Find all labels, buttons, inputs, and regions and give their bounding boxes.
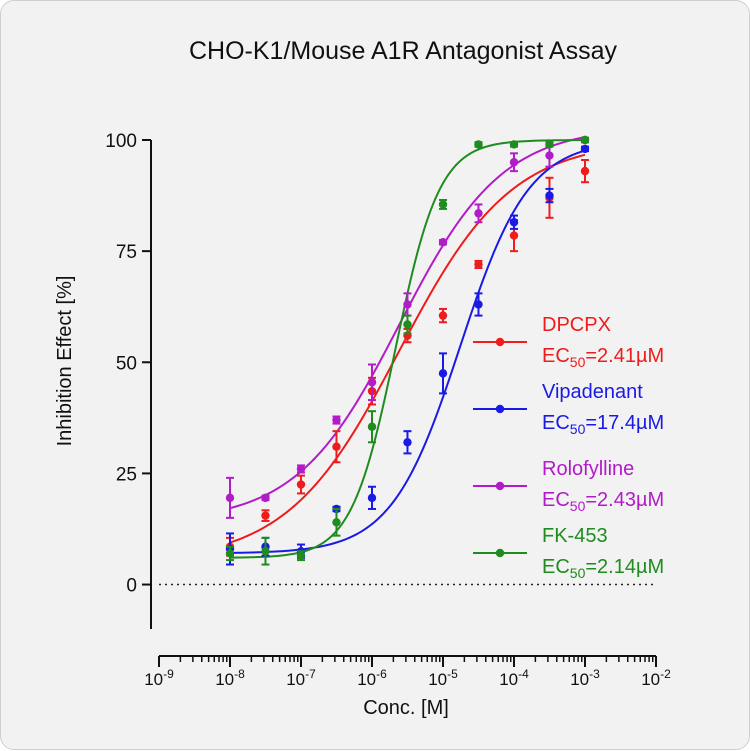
- data-point: [545, 191, 554, 200]
- data-point: [332, 518, 341, 527]
- data-point: [545, 151, 554, 160]
- data-point: [225, 549, 235, 558]
- data-point: [580, 135, 590, 145]
- data-point: [296, 480, 306, 489]
- x-tick-label: 10-4: [499, 667, 529, 689]
- data-points: [225, 135, 590, 566]
- data-point: [509, 218, 519, 227]
- legend-series-name: FK-453: [542, 525, 608, 547]
- data-point: [403, 300, 412, 309]
- data-point: [261, 511, 270, 520]
- x-tick-label: 10-7: [286, 667, 316, 689]
- legend-ec50: EC50=17.4µM: [542, 412, 664, 437]
- data-point: [474, 300, 483, 309]
- legend-series-name: Rolofylline: [542, 458, 634, 480]
- legend: DPCPX EC50=2.41µM Vipadenant EC50=17.4µM Rol…: [473, 314, 664, 581]
- data-point: [438, 238, 448, 247]
- y-axis: 0 25 50 75 100: [105, 131, 152, 629]
- legend-marker: [495, 404, 505, 414]
- x-tick-label: 10-8: [215, 667, 245, 689]
- data-point: [367, 378, 377, 387]
- data-point: [438, 369, 448, 378]
- data-point: [438, 311, 448, 320]
- data-point: [332, 442, 341, 451]
- y-tick-label: 100: [105, 131, 137, 152]
- data-point: [225, 493, 235, 503]
- legend-series-name: Vipadenant: [542, 381, 643, 403]
- y-tick-label: 0: [126, 576, 137, 597]
- data-point: [545, 140, 554, 149]
- fit-curve-vipadenant: [229, 149, 586, 554]
- data-point: [509, 231, 519, 240]
- chart-title: CHO-K1/Mouse A1R Antagonist Assay: [189, 37, 617, 65]
- x-tick-label: 10-3: [570, 667, 600, 689]
- legend-series-name: DPCPX: [542, 314, 611, 336]
- data-point: [403, 320, 412, 329]
- data-point: [367, 493, 377, 503]
- data-point: [474, 260, 483, 269]
- fit-curve-fk-453: [229, 139, 586, 559]
- data-point: [438, 200, 448, 209]
- data-point: [296, 551, 306, 560]
- data-point: [367, 422, 377, 431]
- data-point: [261, 547, 270, 556]
- data-point: [580, 166, 590, 176]
- data-point: [332, 415, 341, 425]
- x-tick-label: 10-6: [357, 667, 387, 689]
- legend-ec50: EC50=2.43µM: [542, 489, 664, 514]
- data-point: [261, 493, 270, 503]
- data-point: [403, 438, 412, 447]
- x-tick-label: 10-9: [144, 667, 174, 689]
- data-point: [509, 140, 519, 149]
- legend-marker: [495, 481, 505, 491]
- x-tick-label: 10-5: [428, 667, 458, 689]
- data-point: [296, 464, 306, 474]
- fit-curves: [229, 136, 586, 559]
- legend-marker: [495, 548, 505, 558]
- legend-marker: [495, 337, 505, 347]
- x-tick-label: 10-2: [641, 667, 671, 689]
- data-point: [474, 209, 483, 218]
- legend-ec50: EC50=2.41µM: [542, 345, 664, 370]
- data-point: [474, 140, 483, 149]
- data-point: [509, 158, 519, 167]
- legend-ec50: EC50=2.14µM: [542, 556, 664, 581]
- y-axis-label: Inhibition Effect [%]: [54, 276, 76, 447]
- data-point: [580, 144, 590, 154]
- x-axis: 10-9 10-8 10-7 10-6 10-5 10-4 10-3 10-2: [144, 655, 671, 689]
- y-tick-label: 25: [116, 464, 137, 485]
- x-axis-label: Conc. [M]: [363, 697, 449, 719]
- y-tick-label: 75: [116, 242, 137, 263]
- y-tick-label: 50: [116, 353, 137, 374]
